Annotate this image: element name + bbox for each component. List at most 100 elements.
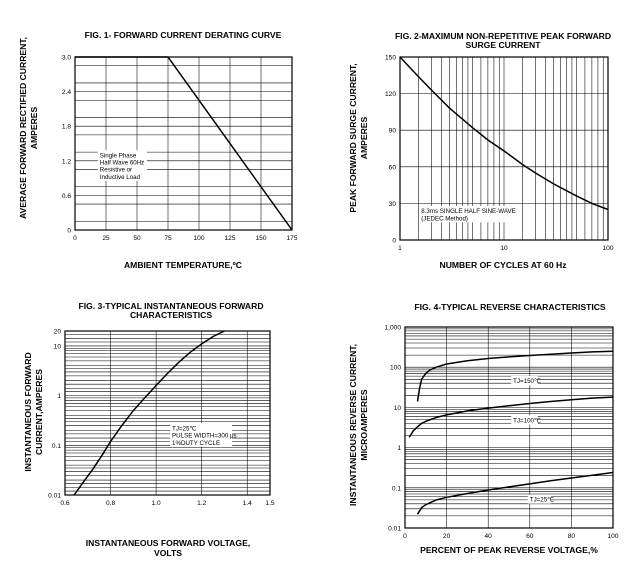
fig1-xlabel: AMBIENT TEMPERATURE,ºC: [124, 260, 242, 270]
fig3-ylabel-line-1: INSTANTANEOUS FORWARD: [23, 352, 33, 471]
fig3-series-line-0: [73, 330, 225, 496]
fig2-xtick-label: 1: [398, 245, 402, 252]
fig4-ytick-label: 0.01: [388, 526, 401, 533]
fig3-ytick-label: 1: [57, 393, 61, 400]
fig4-series-line-0: [416, 350, 614, 402]
fig3-xtick-label: 1.5: [265, 500, 274, 507]
fig1-annotation-text: Resistive or: [100, 167, 132, 174]
fig4-ylabel-line-2: MICROAMPERES: [359, 389, 369, 460]
fig2-ylabel: PEAK FORWARD SURGE CURRENT, AMPERES: [348, 63, 369, 212]
fig3-frame: [64, 330, 271, 496]
fig3-ytick-label: 20: [54, 329, 62, 336]
fig4-xlabel: PERCENT OF PEAK REVERSE VOLTAGE,%: [420, 545, 598, 555]
fig1-series-line-0: [75, 56, 293, 231]
fig2-ytick-label: 90: [389, 128, 397, 135]
fig2-ylabel-line-1: PEAK FORWARD SURGE CURRENT,: [348, 63, 358, 212]
fig1-ytick-label: 3.0: [62, 55, 71, 62]
fig4-ylabel: INSTANTANEOUS REVERSE CURRENT, MICROAMPE…: [348, 344, 369, 506]
fig3-ytick-label: 0.1: [52, 443, 61, 450]
fig3-ytick-label: 10: [54, 343, 62, 350]
fig1-xtick-label: 25: [102, 235, 110, 242]
fig1-ytick-label: 0.6: [62, 193, 71, 200]
fig1-xtick-label: 0: [73, 235, 77, 242]
fig1-chart: FIG. 1- FORWARD CURRENT DERATING CURVE A…: [18, 30, 298, 270]
fig4-xtick-label: 20: [443, 533, 451, 540]
fig3-annotation-text: PULSE WIDTH=300 μs: [172, 433, 237, 440]
fig4-xtick-label: 80: [568, 533, 576, 540]
fig4-ytick-label: 1,000: [384, 325, 401, 332]
fig1-ylabel-line-2: AMPERES: [29, 106, 39, 149]
fig2-ytick-label: 0: [392, 238, 396, 245]
fig4-annotation-text: TJ=25℃: [530, 497, 554, 504]
fig4-annotation-bg: [511, 415, 538, 425]
fig1-annotation-text: Inductive Load: [100, 174, 141, 181]
fig1-ytick-label: 1.2: [62, 158, 71, 165]
fig4-grid: [404, 326, 614, 529]
fig4-annotation-bg: [511, 375, 538, 386]
fig4-chart: FIG. 4-TYPICAL REVERSE CHARACTERISTICS I…: [348, 302, 619, 555]
fig2-annotation-text: 8.3ms SINGLE HALF SINE-WAVE: [421, 208, 516, 215]
fig3-annotation-text: TJ=25℃: [172, 425, 196, 432]
fig1-ytick-label: 0: [67, 228, 71, 235]
fig3-xlabel-line-1: INSTANTANEOUS FORWARD VOLTAGE,: [86, 538, 250, 548]
fig2-xtick-label: 10: [500, 245, 508, 252]
fig2-frame: [399, 56, 609, 241]
fig1-xtick-label: 175: [286, 235, 297, 242]
fig3-xlabel-line-2: VOLTS: [154, 548, 182, 558]
fig4-annotation-text: TJ=100℃: [513, 418, 541, 425]
fig4-annotation-text: TJ=150℃: [513, 378, 541, 385]
fig4-plot: 0 20 40 60 80 100 0.01 0.1 1 10 100 1,000 TJ=150℃ TJ=…: [384, 325, 618, 541]
fig3-plot: 0.6 0.8 1.0 1.2 1.4 1.5 0.01 0.1 1 10 20 TJ=25℃PULS…: [48, 329, 275, 508]
fig4-frame: [404, 326, 614, 529]
fig4-xtick-label: 40: [485, 533, 493, 540]
fig2-ylabel-line-2: AMPERES: [359, 116, 369, 159]
fig2-ytick-label: 150: [385, 55, 396, 62]
fig3-xtick-label: 0.6: [60, 500, 69, 507]
fig4-title: FIG. 4-TYPICAL REVERSE CHARACTERISTICS: [414, 302, 606, 312]
fig1-xtick-label: 100: [193, 235, 204, 242]
fig3-annotation-text: 1%DUTY CYCLE: [172, 440, 220, 447]
fig4-annotation-bg: [527, 494, 552, 504]
fig2-annotation-text: (JEDEC Method): [421, 215, 468, 222]
fig1-ytick-label: 1.8: [62, 124, 71, 131]
fig4-xtick-label: 60: [526, 533, 534, 540]
fig4-ytick-label: 0.1: [392, 485, 401, 492]
fig2-title-line-1: FIG. 2-MAXIMUM NON-REPETITIVE PEAK FORWA…: [395, 31, 611, 41]
fig2-chart: FIG. 2-MAXIMUM NON-REPETITIVE PEAK FORWA…: [348, 31, 614, 270]
fig3-ylabel-line-2: CURRENT,AMPERES: [34, 369, 44, 455]
fig2-ytick-label: 60: [389, 164, 397, 171]
fig4-ylabel-line-1: INSTANTANEOUS REVERSE CURRENT,: [348, 344, 358, 506]
fig2-title-line-2: SURGE CURRENT: [466, 40, 542, 50]
fig1-plot: 0 25 50 75 100 125 150 175 0 0.6 1.2 1.8 2.4 3.0 Singl…: [62, 55, 298, 243]
fig3-xtick-label: 1.4: [243, 500, 252, 507]
fig1-xtick-label: 150: [255, 235, 266, 242]
fig2-series-line-0: [399, 56, 609, 211]
fig3-ylabel: INSTANTANEOUS FORWARD CURRENT,AMPERES: [23, 352, 44, 471]
fig3-grid: [64, 330, 271, 496]
fig2-plot: 1 10 100 0 30 60 90 120 150 8.3ms SINGLE HALF SIN…: [385, 55, 614, 253]
fig4-ytick-label: 10: [394, 405, 402, 412]
fig2-ytick-label: 120: [385, 91, 396, 98]
fig1-annotation-text: Single Phase: [100, 152, 137, 159]
fig1-grid: [74, 56, 293, 231]
fig4-series-line-1: [408, 396, 614, 438]
fig1-annotation-bg: [97, 150, 147, 181]
fig2-xtick-label: 100: [602, 245, 613, 252]
fig1-title: FIG. 1- FORWARD CURRENT DERATING CURVE: [85, 30, 282, 40]
fig2-annotation-bg: [419, 205, 511, 223]
fig4-xtick-label: 100: [607, 533, 618, 540]
fig1-xtick-label: 125: [224, 235, 235, 242]
fig4-xtick-label: 0: [403, 533, 407, 540]
fig2-xlabel: NUMBER OF CYCLES AT 60 Hz: [439, 260, 566, 270]
fig4-ytick-label: 100: [390, 365, 401, 372]
fig3-title-line-2: CHARACTERISTICS: [130, 310, 212, 320]
fig1-xtick-label: 75: [164, 235, 172, 242]
fig3-annotation-bg: [170, 423, 233, 447]
fig4-series-line-2: [416, 471, 614, 515]
fig1-xtick-label: 50: [133, 235, 141, 242]
fig1-annotation-text: Half Wave 60Hz: [100, 160, 144, 167]
fig3-xtick-label: 1.2: [197, 500, 206, 507]
fig1-ylabel: AVERAGE FORWARD RECTIFIED CURRENT, AMPER…: [18, 37, 39, 219]
fig4-ytick-label: 1: [397, 445, 401, 452]
